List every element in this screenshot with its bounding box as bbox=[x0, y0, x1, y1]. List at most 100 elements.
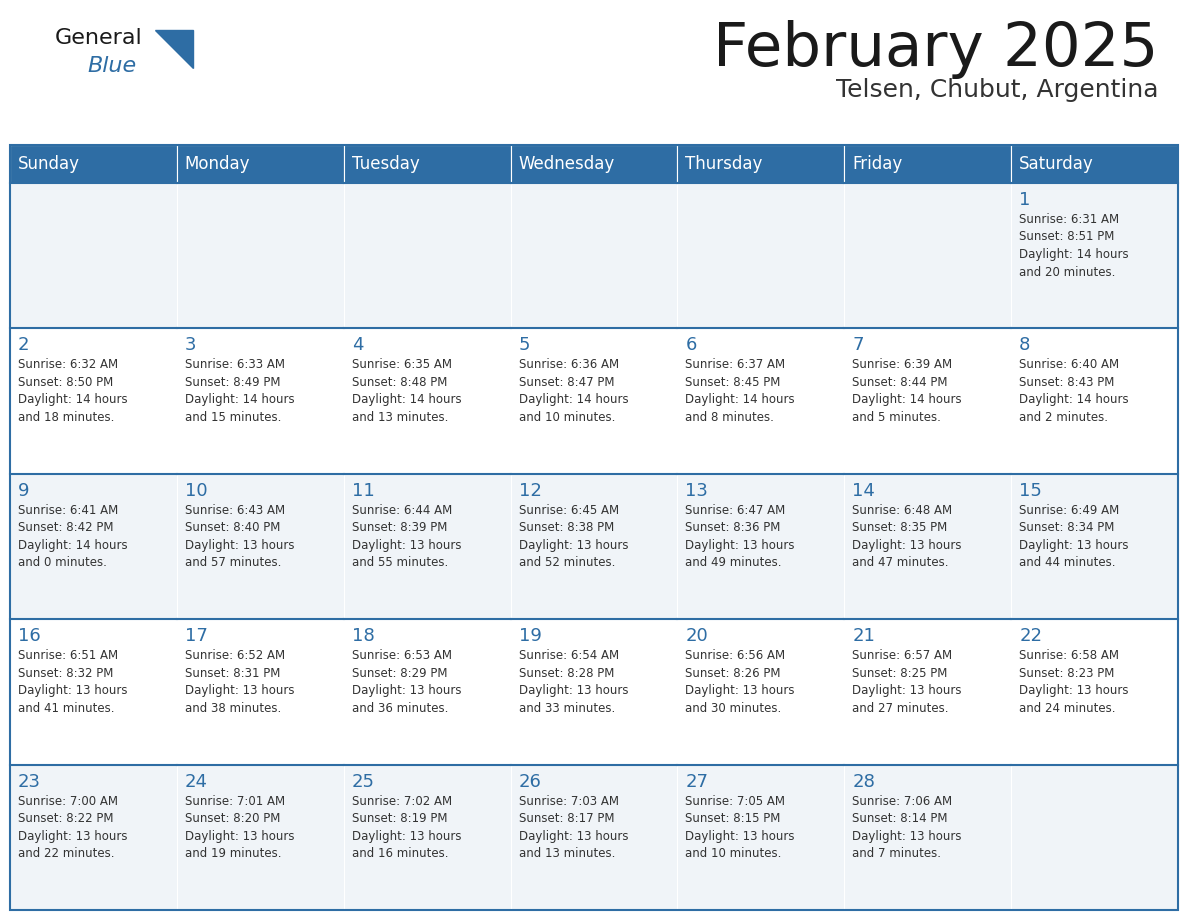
Text: Sunrise: 7:01 AM
Sunset: 8:20 PM
Daylight: 13 hours
and 19 minutes.: Sunrise: 7:01 AM Sunset: 8:20 PM Dayligh… bbox=[185, 795, 295, 860]
Bar bbox=[1011, 329, 1178, 474]
Bar bbox=[10, 765, 177, 910]
Bar bbox=[343, 765, 511, 910]
Bar bbox=[845, 620, 1011, 765]
Bar bbox=[10, 145, 1178, 910]
Bar bbox=[177, 620, 343, 765]
Text: 3: 3 bbox=[185, 336, 196, 354]
Text: 19: 19 bbox=[519, 627, 542, 645]
Text: Sunrise: 6:51 AM
Sunset: 8:32 PM
Daylight: 13 hours
and 41 minutes.: Sunrise: 6:51 AM Sunset: 8:32 PM Dayligh… bbox=[18, 649, 127, 715]
Text: Tuesday: Tuesday bbox=[352, 155, 419, 173]
Bar bbox=[10, 145, 177, 183]
Bar bbox=[1011, 183, 1178, 329]
Text: Blue: Blue bbox=[87, 56, 137, 76]
Text: 7: 7 bbox=[852, 336, 864, 354]
Bar bbox=[10, 474, 177, 620]
Text: 27: 27 bbox=[685, 773, 708, 790]
Text: February 2025: February 2025 bbox=[713, 20, 1158, 79]
Bar bbox=[1011, 620, 1178, 765]
Text: 23: 23 bbox=[18, 773, 42, 790]
Text: Sunrise: 6:49 AM
Sunset: 8:34 PM
Daylight: 13 hours
and 44 minutes.: Sunrise: 6:49 AM Sunset: 8:34 PM Dayligh… bbox=[1019, 504, 1129, 569]
Text: Sunrise: 6:41 AM
Sunset: 8:42 PM
Daylight: 14 hours
and 0 minutes.: Sunrise: 6:41 AM Sunset: 8:42 PM Dayligh… bbox=[18, 504, 127, 569]
Text: 11: 11 bbox=[352, 482, 374, 499]
Bar bbox=[845, 183, 1011, 329]
Text: Sunrise: 6:35 AM
Sunset: 8:48 PM
Daylight: 14 hours
and 13 minutes.: Sunrise: 6:35 AM Sunset: 8:48 PM Dayligh… bbox=[352, 358, 461, 424]
Text: Sunrise: 6:47 AM
Sunset: 8:36 PM
Daylight: 13 hours
and 49 minutes.: Sunrise: 6:47 AM Sunset: 8:36 PM Dayligh… bbox=[685, 504, 795, 569]
Text: 24: 24 bbox=[185, 773, 208, 790]
Text: 8: 8 bbox=[1019, 336, 1030, 354]
Bar bbox=[677, 765, 845, 910]
Bar bbox=[511, 329, 677, 474]
Bar bbox=[177, 765, 343, 910]
Text: Telsen, Chubut, Argentina: Telsen, Chubut, Argentina bbox=[835, 78, 1158, 102]
Text: Sunrise: 6:45 AM
Sunset: 8:38 PM
Daylight: 13 hours
and 52 minutes.: Sunrise: 6:45 AM Sunset: 8:38 PM Dayligh… bbox=[519, 504, 628, 569]
Text: Sunrise: 6:32 AM
Sunset: 8:50 PM
Daylight: 14 hours
and 18 minutes.: Sunrise: 6:32 AM Sunset: 8:50 PM Dayligh… bbox=[18, 358, 127, 424]
Text: Sunrise: 6:48 AM
Sunset: 8:35 PM
Daylight: 13 hours
and 47 minutes.: Sunrise: 6:48 AM Sunset: 8:35 PM Dayligh… bbox=[852, 504, 962, 569]
Text: 1: 1 bbox=[1019, 191, 1030, 209]
Bar bbox=[677, 145, 845, 183]
Text: 20: 20 bbox=[685, 627, 708, 645]
Text: General: General bbox=[55, 28, 143, 48]
Text: 21: 21 bbox=[852, 627, 876, 645]
Bar bbox=[343, 145, 511, 183]
Text: 16: 16 bbox=[18, 627, 40, 645]
Bar bbox=[1011, 145, 1178, 183]
Text: Sunrise: 7:05 AM
Sunset: 8:15 PM
Daylight: 13 hours
and 10 minutes.: Sunrise: 7:05 AM Sunset: 8:15 PM Dayligh… bbox=[685, 795, 795, 860]
Text: 25: 25 bbox=[352, 773, 374, 790]
Text: 13: 13 bbox=[685, 482, 708, 499]
Bar bbox=[343, 329, 511, 474]
Text: Friday: Friday bbox=[852, 155, 903, 173]
Text: Sunrise: 6:57 AM
Sunset: 8:25 PM
Daylight: 13 hours
and 27 minutes.: Sunrise: 6:57 AM Sunset: 8:25 PM Dayligh… bbox=[852, 649, 962, 715]
Text: 22: 22 bbox=[1019, 627, 1042, 645]
Text: Sunrise: 6:56 AM
Sunset: 8:26 PM
Daylight: 13 hours
and 30 minutes.: Sunrise: 6:56 AM Sunset: 8:26 PM Dayligh… bbox=[685, 649, 795, 715]
Bar bbox=[845, 145, 1011, 183]
Text: Saturday: Saturday bbox=[1019, 155, 1094, 173]
Bar bbox=[177, 474, 343, 620]
Bar bbox=[343, 183, 511, 329]
Text: 14: 14 bbox=[852, 482, 876, 499]
Text: Sunrise: 6:33 AM
Sunset: 8:49 PM
Daylight: 14 hours
and 15 minutes.: Sunrise: 6:33 AM Sunset: 8:49 PM Dayligh… bbox=[185, 358, 295, 424]
Text: 10: 10 bbox=[185, 482, 208, 499]
Bar bbox=[10, 183, 177, 329]
Text: 6: 6 bbox=[685, 336, 697, 354]
Bar bbox=[845, 765, 1011, 910]
Text: Sunrise: 6:39 AM
Sunset: 8:44 PM
Daylight: 14 hours
and 5 minutes.: Sunrise: 6:39 AM Sunset: 8:44 PM Dayligh… bbox=[852, 358, 962, 424]
Text: Sunrise: 6:52 AM
Sunset: 8:31 PM
Daylight: 13 hours
and 38 minutes.: Sunrise: 6:52 AM Sunset: 8:31 PM Dayligh… bbox=[185, 649, 295, 715]
Text: Sunrise: 6:43 AM
Sunset: 8:40 PM
Daylight: 13 hours
and 57 minutes.: Sunrise: 6:43 AM Sunset: 8:40 PM Dayligh… bbox=[185, 504, 295, 569]
Text: 17: 17 bbox=[185, 627, 208, 645]
Bar bbox=[677, 329, 845, 474]
Bar bbox=[177, 183, 343, 329]
Text: 2: 2 bbox=[18, 336, 30, 354]
Text: Sunrise: 7:06 AM
Sunset: 8:14 PM
Daylight: 13 hours
and 7 minutes.: Sunrise: 7:06 AM Sunset: 8:14 PM Dayligh… bbox=[852, 795, 962, 860]
Bar bbox=[177, 145, 343, 183]
Text: Sunrise: 7:02 AM
Sunset: 8:19 PM
Daylight: 13 hours
and 16 minutes.: Sunrise: 7:02 AM Sunset: 8:19 PM Dayligh… bbox=[352, 795, 461, 860]
Text: Monday: Monday bbox=[185, 155, 251, 173]
Bar bbox=[511, 145, 677, 183]
Bar bbox=[845, 474, 1011, 620]
Text: 12: 12 bbox=[519, 482, 542, 499]
Bar bbox=[1011, 474, 1178, 620]
Bar bbox=[677, 474, 845, 620]
Text: 28: 28 bbox=[852, 773, 876, 790]
Bar bbox=[343, 620, 511, 765]
Text: Sunday: Sunday bbox=[18, 155, 80, 173]
Text: Sunrise: 6:40 AM
Sunset: 8:43 PM
Daylight: 14 hours
and 2 minutes.: Sunrise: 6:40 AM Sunset: 8:43 PM Dayligh… bbox=[1019, 358, 1129, 424]
Bar bbox=[10, 329, 177, 474]
Bar bbox=[343, 474, 511, 620]
Text: Thursday: Thursday bbox=[685, 155, 763, 173]
Text: 18: 18 bbox=[352, 627, 374, 645]
Text: Wednesday: Wednesday bbox=[519, 155, 615, 173]
Bar bbox=[177, 329, 343, 474]
Text: Sunrise: 6:31 AM
Sunset: 8:51 PM
Daylight: 14 hours
and 20 minutes.: Sunrise: 6:31 AM Sunset: 8:51 PM Dayligh… bbox=[1019, 213, 1129, 278]
Bar bbox=[677, 183, 845, 329]
Bar bbox=[511, 183, 677, 329]
Text: Sunrise: 6:36 AM
Sunset: 8:47 PM
Daylight: 14 hours
and 10 minutes.: Sunrise: 6:36 AM Sunset: 8:47 PM Dayligh… bbox=[519, 358, 628, 424]
Text: 15: 15 bbox=[1019, 482, 1042, 499]
Bar bbox=[1011, 765, 1178, 910]
Text: Sunrise: 6:58 AM
Sunset: 8:23 PM
Daylight: 13 hours
and 24 minutes.: Sunrise: 6:58 AM Sunset: 8:23 PM Dayligh… bbox=[1019, 649, 1129, 715]
Text: Sunrise: 6:44 AM
Sunset: 8:39 PM
Daylight: 13 hours
and 55 minutes.: Sunrise: 6:44 AM Sunset: 8:39 PM Dayligh… bbox=[352, 504, 461, 569]
Text: Sunrise: 6:54 AM
Sunset: 8:28 PM
Daylight: 13 hours
and 33 minutes.: Sunrise: 6:54 AM Sunset: 8:28 PM Dayligh… bbox=[519, 649, 628, 715]
Bar bbox=[511, 620, 677, 765]
Text: Sunrise: 6:53 AM
Sunset: 8:29 PM
Daylight: 13 hours
and 36 minutes.: Sunrise: 6:53 AM Sunset: 8:29 PM Dayligh… bbox=[352, 649, 461, 715]
Text: 5: 5 bbox=[519, 336, 530, 354]
Bar bbox=[677, 620, 845, 765]
